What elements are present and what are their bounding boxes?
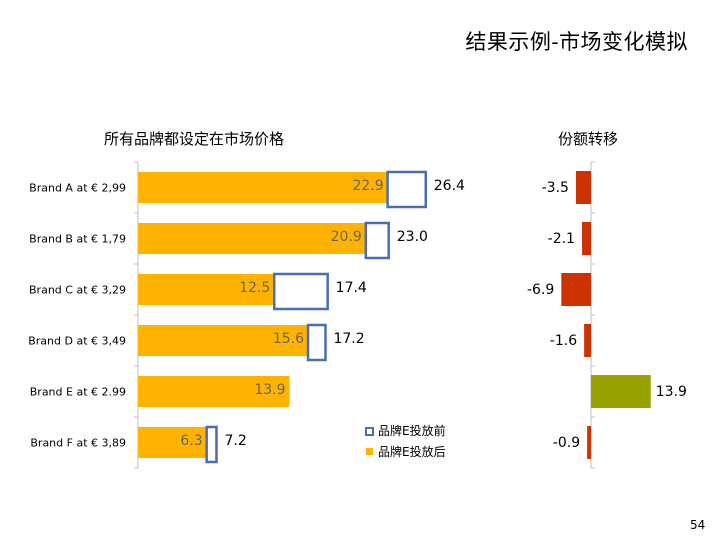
after-bar (138, 172, 388, 203)
before-outline (273, 272, 329, 311)
before-outline (364, 221, 390, 260)
legend-after-swatch (366, 448, 373, 455)
after-bar (138, 325, 309, 356)
share-shift-value-label: -6.9 (527, 282, 554, 298)
after-bar (138, 274, 275, 305)
market-share-chart-title: 所有品牌都设定在市场价格 (104, 130, 285, 148)
page-number: 54 (690, 518, 706, 532)
share-shift-bar (575, 171, 591, 204)
share-shift-value-label: -0.9 (553, 435, 580, 451)
before-value-label: 17.2 (333, 331, 364, 347)
category-label: Brand E at € 2.99 (30, 386, 126, 399)
category-label: Brand C at € 3,29 (29, 284, 126, 297)
after-value-label: 22.9 (352, 178, 383, 194)
legend-before-label: 品牌E投放前 (378, 423, 446, 438)
before-value-label: 7.2 (224, 433, 246, 449)
after-bar (138, 376, 290, 407)
share-shift-bar (584, 324, 591, 357)
share-shift-bar (561, 273, 591, 306)
after-value-label: 12.5 (239, 280, 270, 296)
after-value-label: 13.9 (254, 382, 285, 398)
share-shift-bar (587, 426, 591, 459)
share-shift-value-label: -3.5 (542, 180, 569, 196)
share-shift-value-label: -2.1 (548, 231, 575, 247)
share-shift-bar (581, 222, 591, 255)
share-shift-chart-title: 份额转移 (558, 130, 619, 148)
legend-after-label: 品牌E投放后 (378, 444, 446, 459)
share-shift-value-label: 13.9 (656, 384, 687, 400)
share-shift-bar (591, 375, 651, 408)
after-bar (138, 427, 207, 458)
category-label: Brand D at € 3,49 (28, 335, 126, 348)
before-value-label: 23.0 (397, 229, 428, 245)
share-shift-value-label: -1.6 (550, 333, 577, 349)
category-label: Brand B at € 1,79 (29, 233, 126, 246)
before-value-label: 17.4 (336, 280, 367, 296)
legend-before-swatch (365, 427, 374, 436)
after-value-label: 20.9 (331, 229, 362, 245)
after-value-label: 15.6 (273, 331, 304, 347)
before-outline (205, 425, 218, 464)
before-outline (306, 323, 327, 362)
before-value-label: 26.4 (434, 178, 465, 194)
slide-title: 结果示例-市场变化模拟 (465, 30, 688, 54)
after-bar (138, 223, 366, 254)
category-label: Brand F at € 3,89 (30, 437, 126, 450)
before-outline (386, 170, 428, 209)
category-label: Brand A at € 2,99 (29, 182, 126, 195)
after-value-label: 6.3 (180, 433, 202, 449)
